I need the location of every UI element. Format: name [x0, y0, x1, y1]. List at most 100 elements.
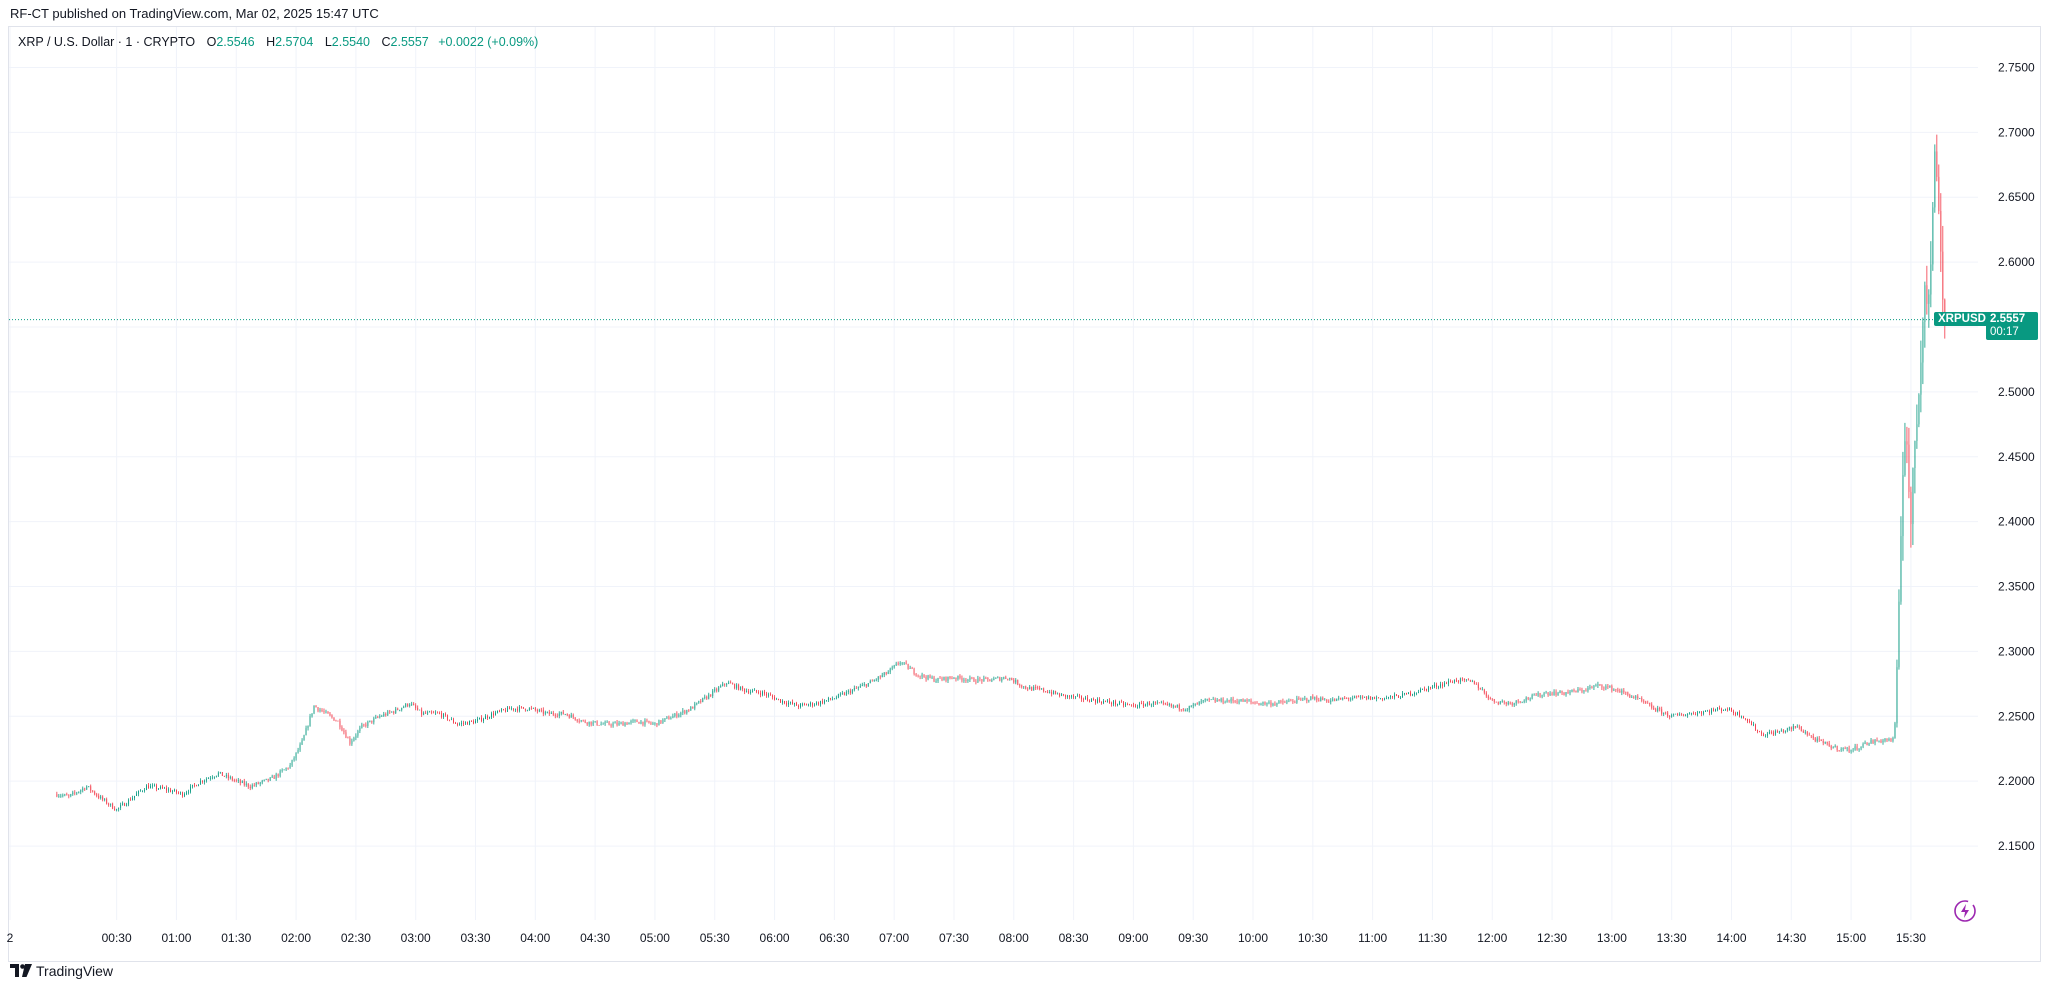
candle-body	[712, 690, 714, 696]
candle-body	[1286, 701, 1288, 703]
candle-body	[401, 707, 403, 710]
candle-body	[676, 713, 678, 717]
candle-body	[947, 676, 949, 681]
footer-brand[interactable]: TradingView	[10, 960, 113, 982]
candle-body	[624, 723, 626, 726]
candle-body	[501, 709, 502, 712]
candle-body	[1910, 491, 1912, 525]
candle-body	[1252, 701, 1254, 703]
candle-body	[357, 731, 359, 736]
candle-body	[1073, 695, 1074, 698]
candle-body	[616, 722, 618, 725]
y-tick-label: 2.7500	[1998, 60, 2035, 74]
candle-body	[443, 713, 445, 718]
candle-body	[1455, 679, 1457, 682]
candle-body	[1768, 732, 1770, 734]
candle-body	[1432, 686, 1433, 688]
candle-body	[1553, 691, 1555, 696]
candle-body	[734, 684, 736, 689]
candle-body	[1146, 702, 1148, 705]
candle-body	[1806, 732, 1808, 735]
candle-body	[393, 711, 395, 713]
candle-body	[919, 675, 921, 677]
candle-body	[1248, 700, 1250, 702]
candle-body	[1691, 713, 1693, 715]
candle-body	[1244, 699, 1246, 702]
candle-body	[630, 721, 632, 723]
candle-body	[92, 790, 94, 792]
candle-body	[285, 767, 287, 770]
candle-body	[1928, 294, 1930, 304]
candle-body	[1274, 703, 1276, 705]
candle-body	[644, 720, 646, 725]
candle-body	[351, 740, 353, 744]
candle-body	[867, 682, 869, 687]
candle-body	[1376, 697, 1378, 699]
candle-body	[1651, 704, 1653, 708]
candle-body	[1266, 703, 1268, 705]
candle-body	[1192, 704, 1194, 706]
candle-body	[831, 698, 833, 700]
candle-body	[512, 708, 514, 710]
candle-body	[497, 710, 498, 713]
candle-body	[516, 708, 518, 711]
candle-body	[110, 803, 112, 805]
candle-body	[1820, 739, 1822, 741]
candle-body	[662, 719, 664, 723]
candle-body	[405, 703, 407, 707]
candle-body	[1075, 696, 1076, 698]
candle-body	[572, 714, 574, 718]
candle-body	[1148, 702, 1150, 706]
candle-body	[756, 690, 758, 692]
x-tick-label: 06:00	[760, 931, 790, 945]
candle-body	[1390, 696, 1391, 698]
candle-body	[590, 721, 592, 725]
candle-body	[1900, 536, 1902, 602]
candle-body	[1372, 697, 1374, 700]
candle-body	[740, 686, 742, 690]
candle-body	[1884, 739, 1886, 741]
lightning-bolt-icon[interactable]	[1952, 898, 1978, 924]
candle-body	[1296, 698, 1298, 703]
candle-body	[1846, 747, 1848, 749]
candle-body	[154, 785, 155, 787]
candle-body	[524, 708, 526, 711]
candle-body	[102, 796, 104, 800]
candle-body	[267, 778, 269, 781]
candle-body	[1322, 697, 1324, 700]
candle-body	[333, 717, 335, 721]
candle-body	[744, 688, 746, 692]
candle-body	[710, 694, 712, 696]
candle-body	[499, 710, 500, 712]
candle-body	[1515, 700, 1517, 704]
candle-body	[1382, 698, 1384, 700]
candle-body	[1420, 689, 1421, 693]
candle-body	[463, 722, 464, 724]
candle-body	[1637, 696, 1639, 699]
open-value: 2.5546	[216, 35, 255, 49]
candle-body	[552, 712, 554, 715]
candle-body	[1896, 667, 1898, 724]
candle-body	[1489, 698, 1491, 700]
candle-body	[1940, 211, 1942, 252]
candle-body	[295, 752, 297, 759]
candle-body	[1741, 716, 1742, 718]
candle-body	[586, 722, 588, 725]
candle-body	[1150, 704, 1152, 706]
y-tick-label: 2.6500	[1998, 190, 2035, 204]
candle-body	[1525, 697, 1527, 701]
candle-body	[752, 690, 754, 692]
candle-body	[349, 738, 351, 744]
candle-body	[1027, 688, 1029, 690]
candle-body	[1697, 712, 1699, 715]
candle-body	[132, 798, 134, 801]
candle-body	[1727, 709, 1728, 711]
candle-body	[1332, 699, 1334, 701]
candle-body	[784, 701, 785, 704]
candlestick-chart[interactable]: 2.1500 2.2000 2.2500 2.3000 2.3500 2.4000 2.45…	[0, 0, 2048, 960]
candle-body	[265, 778, 267, 780]
candle-body	[923, 674, 925, 677]
candle-body	[1057, 693, 1059, 695]
candle-body	[1810, 735, 1812, 737]
candle-body	[540, 709, 542, 711]
